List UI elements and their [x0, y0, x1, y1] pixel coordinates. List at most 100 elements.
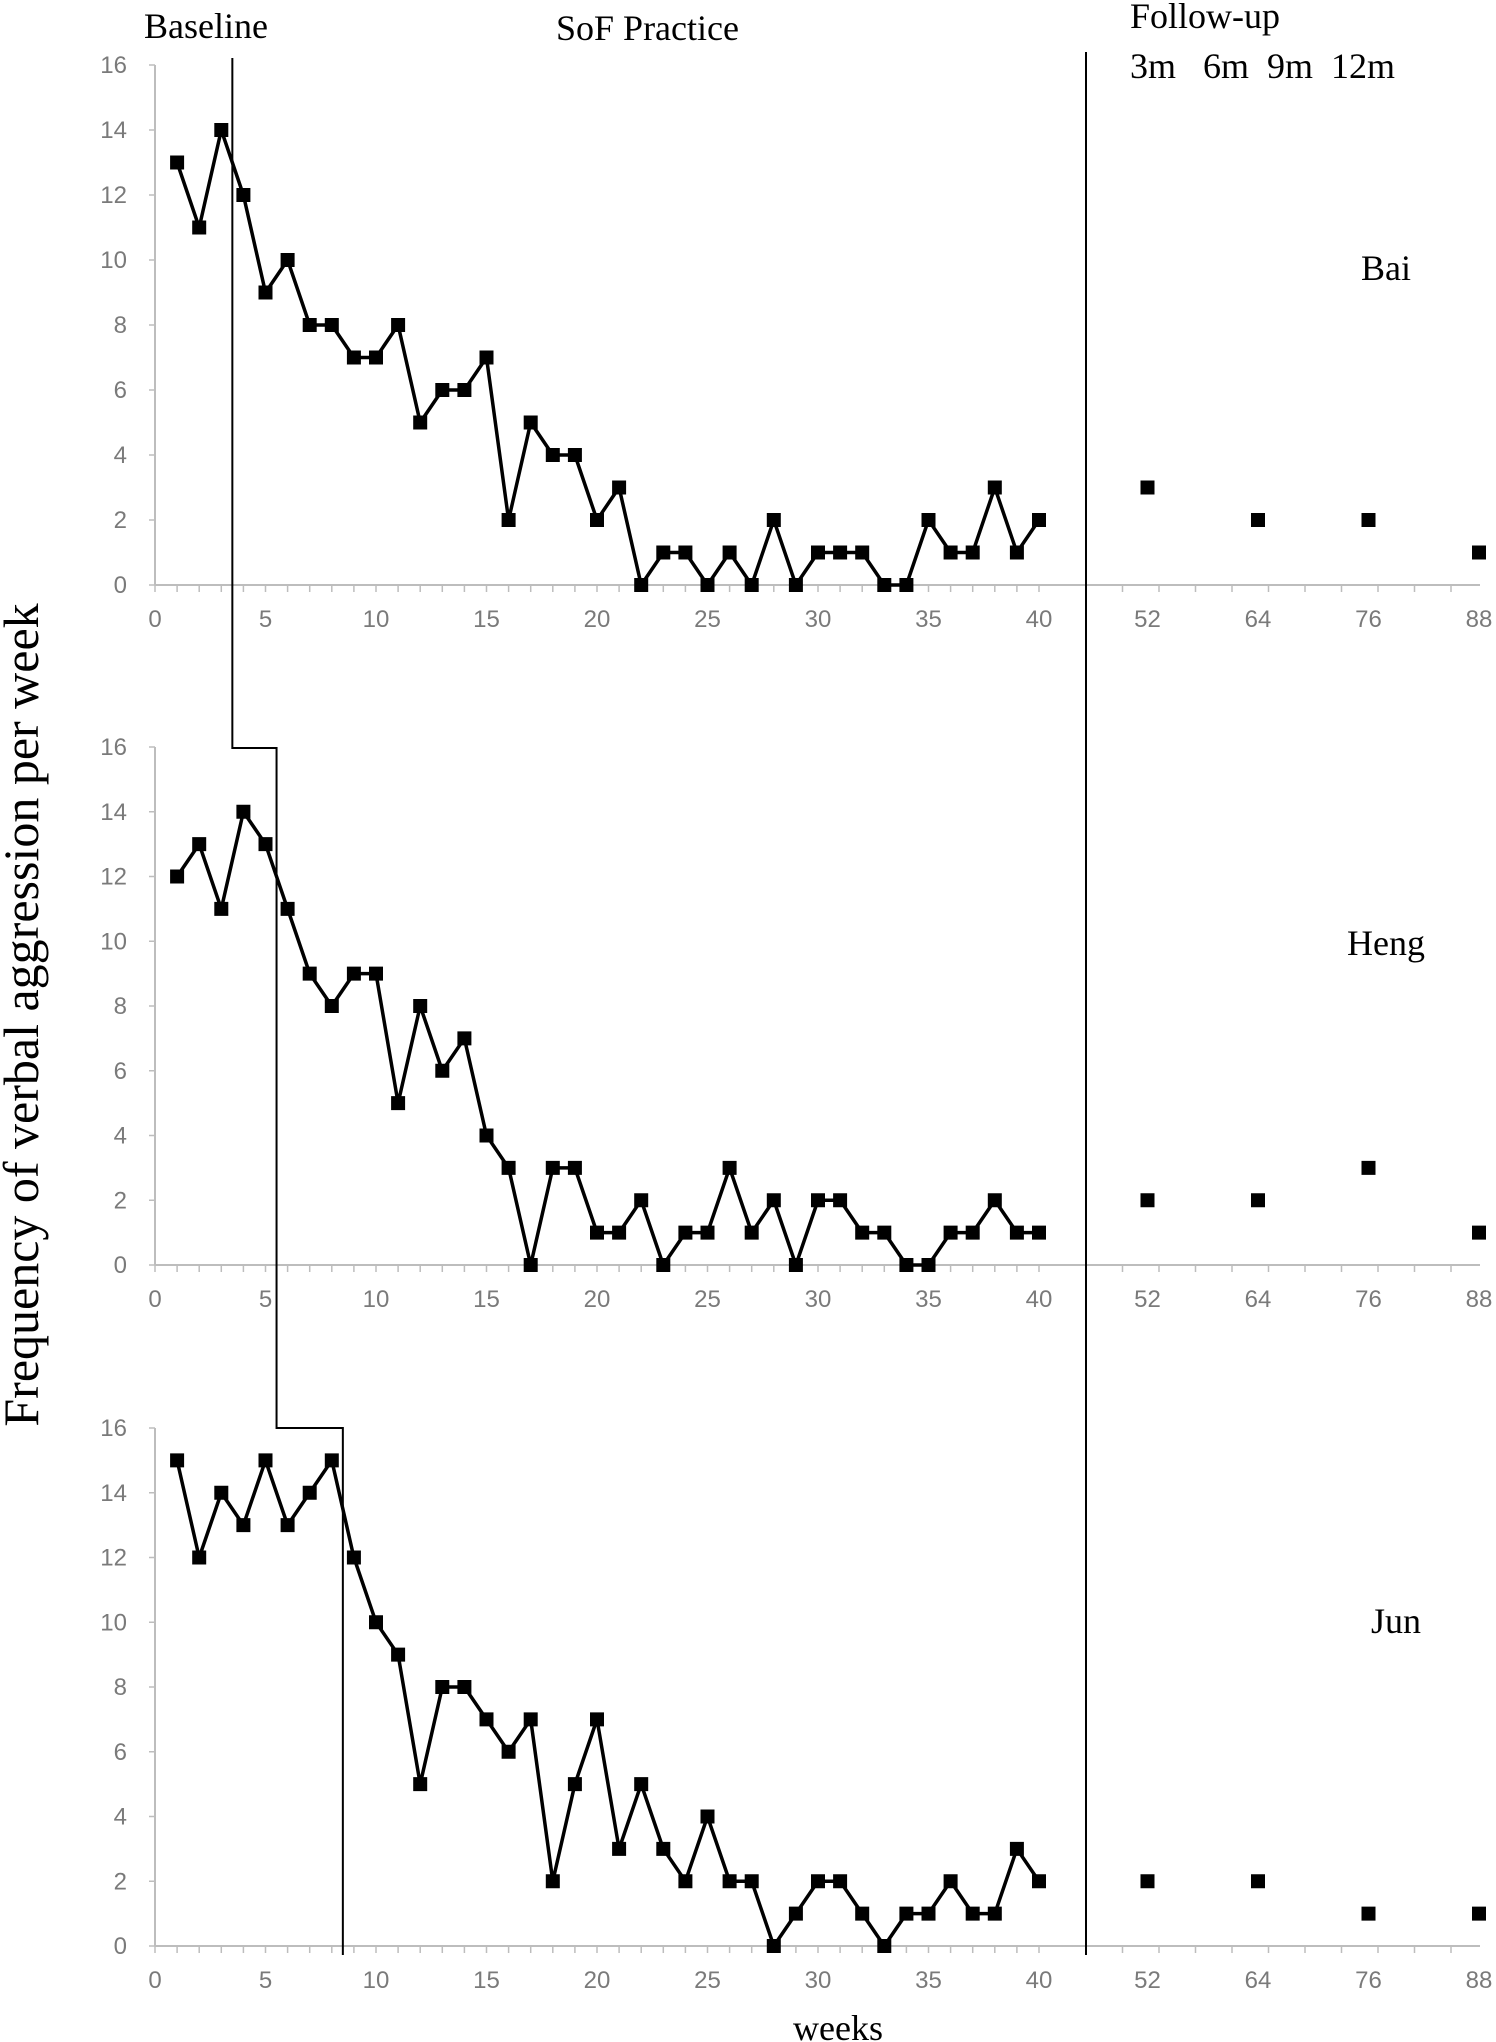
- data-point: [921, 1258, 936, 1272]
- x-tick-label: 76: [1355, 1967, 1382, 1994]
- data-point: [545, 448, 560, 462]
- x-tick-label: 20: [584, 1286, 611, 1313]
- y-tick-label: 10: [100, 928, 127, 955]
- data-point: [457, 383, 472, 397]
- data-point: [833, 1193, 848, 1208]
- data-point: [346, 350, 361, 365]
- data-point: [965, 1906, 980, 1921]
- followup-point: [1361, 513, 1376, 527]
- participant-name: Heng: [1347, 923, 1425, 963]
- series-line-bai: [175, 123, 1041, 590]
- followup-point: [1472, 545, 1486, 560]
- y-tick-label: 10: [100, 1609, 127, 1636]
- x-tick-label: 0: [148, 1967, 161, 1994]
- participant-name: Bai: [1361, 248, 1411, 288]
- x-tick-label: 88: [1466, 1967, 1493, 1994]
- x-tick-label: 15: [473, 1967, 500, 1994]
- x-tick-label: 25: [694, 1967, 721, 1994]
- y-tick-label: 14: [100, 1480, 127, 1507]
- data-point: [612, 480, 627, 495]
- data-point: [567, 1777, 582, 1792]
- data-point: [324, 999, 339, 1013]
- data-point: [479, 1712, 494, 1727]
- x-tick-label: 5: [259, 1967, 272, 1994]
- data-point: [479, 1128, 494, 1143]
- x-tick-label: 20: [584, 1967, 611, 1994]
- y-tick-label: 10: [100, 247, 127, 274]
- data-point: [170, 869, 185, 884]
- data-point: [545, 1160, 560, 1175]
- y-tick-label: 0: [114, 572, 127, 599]
- data-point: [413, 415, 428, 430]
- x-tick-label: 10: [363, 1286, 390, 1313]
- x-axis-title: weeks: [793, 2008, 883, 2042]
- x-tick-label: 0: [148, 606, 161, 633]
- panel-bai: 0 2 4 6 8 10 12 14 16 0 5 10 15 20 25 30 35 40 52 64 76 88 Bai: [100, 52, 1492, 633]
- x-tick-label: 52: [1134, 606, 1161, 633]
- data-point: [236, 1518, 251, 1533]
- data-point: [302, 966, 317, 981]
- data-point: [833, 1874, 848, 1889]
- data-point: [435, 1063, 450, 1078]
- data-point: [258, 1453, 273, 1468]
- data-point: [722, 545, 737, 560]
- data-point: [899, 578, 914, 592]
- data-point: [700, 1225, 715, 1240]
- x-tick-label: 35: [915, 606, 942, 633]
- data-point: [523, 415, 538, 430]
- data-point: [170, 155, 185, 170]
- data-point: [435, 1680, 450, 1694]
- data-point: [811, 545, 825, 560]
- y-tick-label: 8: [114, 1674, 127, 1701]
- x-tick-label: 64: [1245, 606, 1272, 633]
- y-tick-label: 2: [114, 507, 127, 534]
- data-point: [766, 1939, 781, 1953]
- followup-point: [1472, 1225, 1486, 1240]
- baseline-phase-change-line: [231, 58, 344, 1955]
- x-tick-label: 64: [1245, 1967, 1272, 1994]
- followup-point: [1251, 513, 1265, 527]
- y-tick-label: 14: [100, 117, 127, 144]
- data-point: [987, 480, 1002, 495]
- x-tick-label: 30: [805, 1286, 832, 1313]
- data-point: [612, 1225, 627, 1240]
- followup-point: [1140, 1874, 1155, 1889]
- data-point: [413, 1777, 428, 1792]
- followup-point: [1361, 1906, 1376, 1921]
- data-point: [987, 1906, 1002, 1921]
- data-point: [280, 901, 295, 916]
- data-point: [744, 1225, 759, 1240]
- x-tick-label: 64: [1245, 1286, 1272, 1313]
- data-point: [943, 1225, 958, 1240]
- data-point: [855, 545, 870, 560]
- y-tick-label: 6: [114, 377, 127, 404]
- x-tick-label: 76: [1355, 606, 1382, 633]
- data-point: [965, 545, 980, 560]
- y-tick-label: 12: [100, 182, 127, 209]
- data-point: [258, 285, 273, 300]
- data-point: [722, 1874, 737, 1889]
- y-tick-label: 2: [114, 1868, 127, 1895]
- data-point: [302, 318, 317, 332]
- data-point: [590, 513, 604, 527]
- x-tick-label: 88: [1466, 1286, 1493, 1313]
- data-point: [656, 545, 671, 560]
- data-point: [369, 966, 383, 981]
- data-point: [192, 1550, 207, 1565]
- data-point: [656, 1258, 671, 1272]
- data-point: [346, 966, 361, 981]
- x-tick-label: 40: [1026, 1967, 1053, 1994]
- data-point: [678, 1225, 693, 1240]
- y-tick-label: 0: [114, 1933, 127, 1960]
- data-point: [523, 1712, 538, 1727]
- data-point: [258, 837, 273, 852]
- x-tick-label: 20: [584, 606, 611, 633]
- y-tick-label: 4: [114, 1123, 127, 1150]
- data-point: [634, 578, 649, 592]
- data-point: [877, 578, 892, 592]
- data-point: [1009, 1225, 1024, 1240]
- x-tick-label: 35: [915, 1286, 942, 1313]
- y-tick-label: 4: [114, 1804, 127, 1831]
- y-tick-label: 16: [100, 734, 127, 761]
